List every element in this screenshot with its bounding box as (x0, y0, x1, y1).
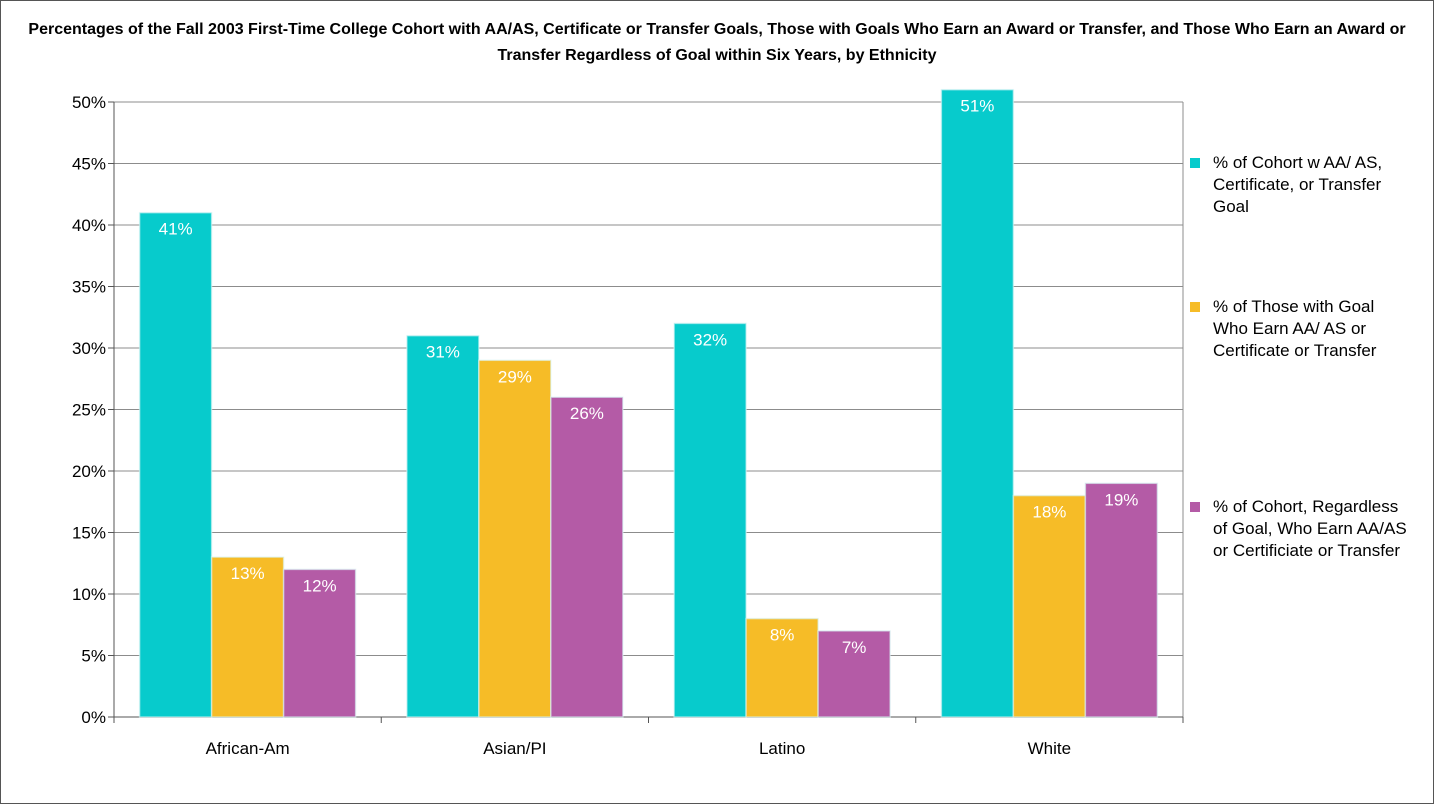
bar (550, 396, 624, 718)
bar-value-label: 8% (770, 626, 795, 645)
bar (210, 556, 285, 718)
bar-value-label: 19% (1104, 490, 1138, 509)
chart-title: Percentages of the Fall 2003 First-Time … (28, 21, 1406, 64)
legend-swatch-goal-earn (1190, 302, 1200, 312)
y-tick-label: 40% (72, 216, 106, 235)
bar-value-label: 26% (570, 404, 604, 423)
bar-value-label: 13% (231, 564, 265, 583)
x-tick-label: Asian/PI (483, 739, 546, 758)
y-tick-label: 45% (72, 155, 106, 174)
bar (817, 630, 891, 718)
bar (478, 359, 552, 718)
bar-value-label: 18% (1032, 503, 1066, 522)
bar-value-label: 51% (960, 97, 994, 116)
bar (940, 88, 1015, 718)
legend-label-regardless: % of Cohort, Regardless of Goal, Who Ear… (1213, 497, 1407, 560)
y-tick-label: 5% (81, 647, 106, 666)
bar (1084, 482, 1159, 718)
y-tick-label: 25% (72, 401, 106, 420)
bar-value-label: 31% (426, 343, 460, 362)
legend-label-goal-earn: % of Those with Goal Who Earn AA/ AS or … (1213, 297, 1377, 360)
x-tick-label: African-Am (206, 739, 290, 758)
bar (673, 322, 747, 718)
legend-label-goal: % of Cohort w AA/ AS, Certificate, or Tr… (1213, 153, 1383, 216)
y-tick-label: 30% (72, 339, 106, 358)
bar (282, 568, 357, 718)
y-tick-label: 50% (72, 93, 106, 112)
bar-value-label: 32% (693, 330, 727, 349)
bar-value-label: 41% (159, 220, 193, 239)
x-tick-label: White (1028, 739, 1071, 758)
y-tick-label: 15% (72, 524, 106, 543)
legend-swatch-goal (1190, 158, 1200, 168)
bar-value-label: 29% (498, 367, 532, 386)
bar-value-label: 12% (303, 576, 337, 595)
y-tick-label: 20% (72, 462, 106, 481)
bar (406, 334, 480, 718)
x-tick-label: Latino (759, 739, 805, 758)
bar (138, 211, 213, 718)
bar (1012, 494, 1087, 718)
y-tick-label: 35% (72, 278, 106, 297)
bar-value-label: 7% (842, 638, 867, 657)
y-tick-label: 0% (81, 708, 106, 727)
y-tick-label: 10% (72, 585, 106, 604)
legend-swatch-regardless (1190, 502, 1200, 512)
